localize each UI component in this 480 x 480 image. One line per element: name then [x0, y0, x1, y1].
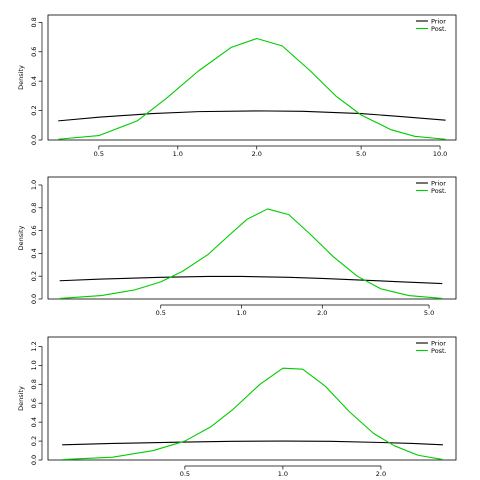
y-tick-label: 0.6: [30, 398, 38, 408]
series-line-prior: [59, 275, 443, 285]
series-line-prior: [58, 110, 446, 122]
x-tick-label: 2.0: [376, 470, 386, 478]
chart-panel-1: 0.5 1.0 2.0 5.0 10.0 0.0 0.2 0.4 0.6 0.8 Density Pr…: [17, 14, 457, 158]
x-tick-label: 5.0: [424, 309, 434, 317]
chart-panel-2: 0.5 1.0 2.0 5.0 0.0 0.2 0.4 0.6 0.8 1.0 Density Pri…: [17, 176, 457, 317]
y-axis-title: Density: [17, 65, 25, 90]
legend-label: Prior: [431, 179, 446, 187]
plot-frame: [47, 14, 457, 141]
y-tick-label: 0.2: [30, 436, 38, 446]
legend-label: Post.: [431, 187, 447, 195]
y-tick-label: 0.0: [30, 294, 38, 304]
y-tick-label: 0.4: [30, 248, 38, 258]
series-line-prior: [62, 440, 443, 446]
x-tick-label: 1.0: [236, 309, 246, 317]
series-line-post: [59, 208, 443, 299]
x-tick-label: 0.5: [94, 150, 104, 158]
y-tick-label: 1.0: [30, 180, 38, 190]
y-tick-label: 0.8: [30, 17, 38, 27]
series-line-post: [62, 367, 444, 461]
y-axis-title: Density: [17, 225, 25, 250]
plot-frame: [47, 176, 457, 300]
y-tick-label: 0.6: [30, 225, 38, 235]
legend-label: Prior: [431, 339, 446, 347]
y-tick-label: 0.8: [30, 379, 38, 389]
y-tick-label: 0.8: [30, 203, 38, 213]
x-tick-label: 0.5: [180, 470, 190, 478]
x-tick-label: 2.0: [317, 309, 327, 317]
y-tick-label: 0.4: [30, 76, 38, 86]
legend-label: Post.: [431, 347, 447, 355]
x-tick-label: 10.0: [433, 150, 447, 158]
y-tick-label: 1.2: [30, 341, 38, 351]
y-axis-title: Density: [17, 386, 25, 411]
y-tick-label: 0.0: [30, 455, 38, 465]
y-tick-label: 0.2: [30, 105, 38, 115]
x-tick-label: 1.0: [278, 470, 288, 478]
chart-panel-3: 0.5 1.0 2.0 0.0 0.2 0.4 0.6 0.8 1.0 1.2 Density Pri…: [17, 336, 457, 478]
x-tick-label: 2.0: [252, 150, 262, 158]
legend-label: Prior: [431, 17, 446, 25]
plot-frame: [47, 336, 457, 461]
x-tick-label: 5.0: [356, 150, 366, 158]
y-tick-label: 0.0: [30, 135, 38, 145]
x-tick-label: 0.5: [156, 309, 166, 317]
y-tick-label: 0.6: [30, 47, 38, 57]
legend-label: Post.: [431, 25, 447, 33]
series-line-post: [58, 37, 446, 140]
y-tick-label: 0.4: [30, 417, 38, 427]
x-tick-label: 1.0: [173, 150, 183, 158]
y-tick-label: 0.2: [30, 271, 38, 281]
y-tick-label: 1.0: [30, 360, 38, 370]
